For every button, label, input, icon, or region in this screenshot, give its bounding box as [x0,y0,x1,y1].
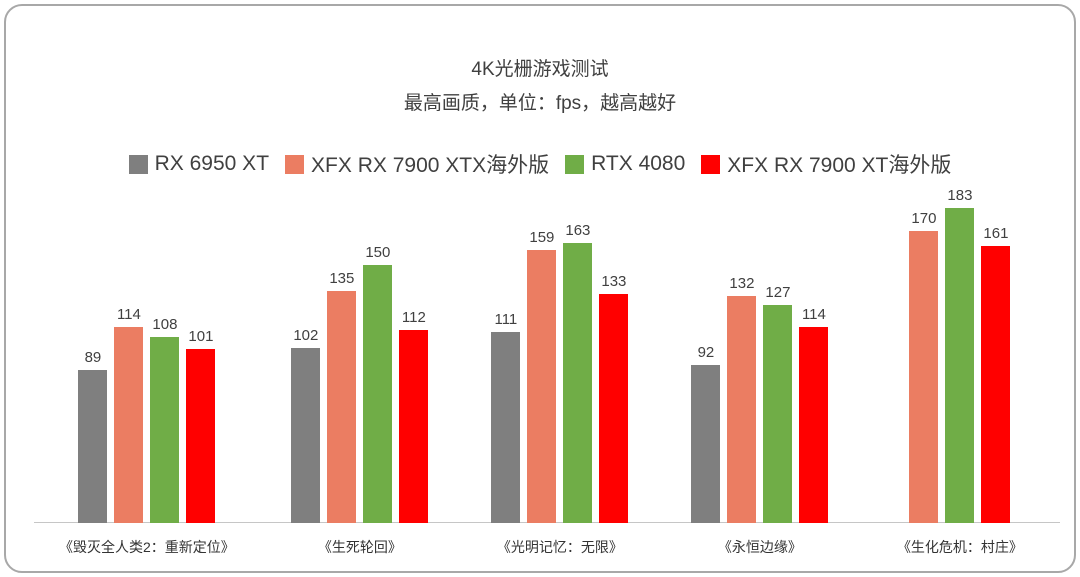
bar-column: 170 [909,210,939,523]
bar-value-label: 101 [188,328,214,345]
bar-column: 92 [691,344,721,523]
bar [691,365,721,523]
chart-title: 4K光栅游戏测试 [471,59,609,80]
bar [78,370,108,523]
legend-label: XFX RX 7900 XT海外版 [727,154,952,177]
bar [909,231,939,523]
bar-value-label: 133 [601,273,627,290]
category-label: 《永恒边缘》 [717,539,802,555]
bar [291,348,321,523]
bar-value-label: 92 [697,344,715,361]
legend-swatch [128,154,148,174]
bar-groups: 89 114 108 101 《毁灭全人类2：重新定位》 102 135 150 112 《生死轮… [34,187,1060,557]
bar-value-label: 132 [729,275,755,292]
bar-value-label: 150 [365,244,391,261]
bar-group: 170 183 161 《生化危机：村庄》 [885,187,1035,557]
bar-column: 150 [363,244,393,523]
bar-set: 92 132 127 114 [691,275,829,523]
category-label: 《生化危机：村庄》 [896,539,1023,555]
bar [186,349,216,523]
bar [981,246,1011,523]
category-label: 《毁灭全人类2：重新定位》 [59,539,235,555]
category-label: 《生死轮回》 [317,539,402,555]
bar [327,291,357,523]
bar-column: 114 [799,306,829,523]
bar-column: 132 [727,275,757,523]
bar-column: 133 [599,273,629,523]
bar [150,337,180,523]
bar-value-label: 135 [329,270,355,287]
bar-set: 170 183 161 [909,187,1011,523]
bar-column: 89 [78,349,108,523]
chart-subtitle: 最高画质，单位：fps，越高越好 [403,93,677,114]
bar-value-label: 183 [947,187,973,204]
bar [599,294,629,523]
bar-value-label: 108 [152,316,178,333]
legend-item: XFX RX 7900 XTX海外版 [285,149,549,179]
chart-legend: RX 6950 XT XFX RX 7900 XTX海外版 RTX 4080 XFX … [6,149,1074,179]
legend-swatch [285,154,305,174]
bar [527,250,557,523]
bar-group: 89 114 108 101 《毁灭全人类2：重新定位》 [59,306,235,557]
chart-area: 89 114 108 101 《毁灭全人类2：重新定位》 102 135 150 112 《生死轮… [34,187,1060,563]
bar-value-label: 170 [911,210,937,227]
bar-group: 102 135 150 112 《生死轮回》 [285,244,435,557]
bar [727,296,757,523]
bar-value-label: 89 [84,349,102,366]
bar-column: 112 [399,309,429,523]
bar [363,265,393,523]
legend-item: RTX 4080 [565,152,685,176]
bar [491,332,521,523]
bar-set: 111 159 163 133 [491,222,629,523]
legend-label: RX 6950 XT [154,152,270,175]
bar [563,243,593,523]
bar [945,208,975,523]
bar-column: 102 [291,327,321,523]
bar-column: 183 [945,187,975,523]
bar-value-label: 163 [565,222,591,239]
bar-column: 163 [563,222,593,523]
bar-column: 135 [327,270,357,523]
bar-column: 159 [527,229,557,523]
bar-value-label: 127 [765,284,791,301]
bar-column: 111 [491,311,521,523]
bar [399,330,429,523]
legend-swatch [565,154,585,174]
bar-set: 102 135 150 112 [291,244,429,523]
bar-column: 127 [763,284,793,523]
bar-group: 92 132 127 114 《永恒边缘》 [685,275,835,557]
legend-label: XFX RX 7900 XTX海外版 [311,154,550,177]
bar-column: 161 [981,225,1011,523]
bar-set: 89 114 108 101 [78,306,216,523]
bar-value-label: 161 [983,225,1009,242]
chart-frame: 4K光栅游戏测试 最高画质，单位：fps，越高越好 RX 6950 XT XFX … [4,4,1076,573]
bar-value-label: 102 [293,327,319,344]
bar [799,327,829,523]
bar-value-label: 111 [494,311,518,328]
legend-item: RX 6950 XT [128,152,270,176]
category-label: 《光明记忆：无限》 [496,539,623,555]
bar [763,305,793,523]
legend-swatch [701,154,721,174]
bar-column: 108 [150,316,180,523]
bar-value-label: 114 [116,306,141,323]
bar [114,327,144,523]
bar-value-label: 112 [401,309,426,326]
legend-label: RTX 4080 [591,152,686,175]
legend-item: XFX RX 7900 XT海外版 [701,149,951,179]
bar-value-label: 159 [529,229,555,246]
bar-value-label: 114 [801,306,826,323]
bar-column: 114 [114,306,144,523]
bar-column: 101 [186,328,216,523]
bar-group: 111 159 163 133 《光明记忆：无限》 [485,222,635,557]
